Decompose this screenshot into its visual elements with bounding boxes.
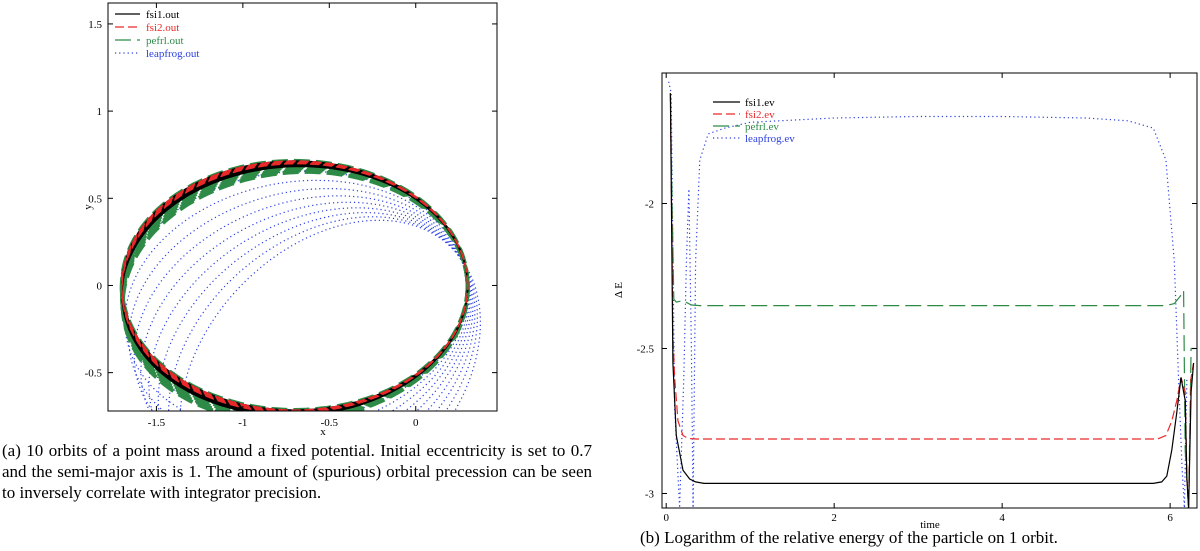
orbit-leapfrog-3: [128, 188, 470, 411]
chart-b-legend-label: fsi1.ev: [745, 97, 775, 109]
orbit-pefrl-9: [120, 169, 470, 411]
series-fsi2-ev: [669, 93, 1195, 508]
chart-b-ytick-label: -3: [645, 489, 655, 501]
chart-b-ylabel: Δ E: [613, 282, 625, 298]
chart-b: 0 2 4 6 -3 -2.5 -2 time Δ E fsi1.evfsi2.evpefr…: [613, 72, 1198, 531]
chart-b-frame: [661, 72, 1198, 509]
orbit-leapfrog-9: [179, 219, 481, 411]
chart-a-ytick-label: 0: [97, 280, 103, 292]
chart-a-xtick-label: -1.5: [148, 417, 166, 429]
chart-a-ytick-label: 1: [97, 106, 103, 118]
orbit-leapfrog-8: [168, 216, 478, 411]
chart-a-axes: -1.5 -1 -0.5 0 -0.5 0 0.5 1 1.5: [85, 3, 497, 429]
orbit-leapfrog-6: [148, 207, 474, 411]
chart-b-series: [668, 81, 1196, 508]
chart-a-legend-label: fsi2.out: [146, 22, 179, 34]
series-pefrl-ev: [669, 93, 1196, 508]
chart-a-legend-label: fsi1.out: [146, 9, 179, 21]
chart-a-legend-label: pefrl.out: [146, 35, 184, 47]
chart-a-ytick-label: 0.5: [88, 193, 102, 205]
orbit-leapfrog-2: [124, 179, 469, 411]
orbit-leapfrog-4: [133, 195, 471, 411]
chart-a-xtick-label: -1: [238, 417, 247, 429]
chart-b-legend-label: leapfrog.ev: [745, 133, 795, 145]
chart-a-xlabel: x: [320, 426, 326, 438]
chart-b-xtick-label: 2: [831, 512, 837, 524]
chart-a-frame: [107, 2, 498, 412]
chart-b-axes: 0 2 4 6 -3 -2.5 -2: [637, 73, 1197, 524]
orbit-leapfrog-7: [157, 211, 476, 411]
chart-b-xtick-label: 0: [663, 512, 669, 524]
chart-a-series: [119, 158, 481, 411]
chart-b-ytick-label: -2.5: [637, 344, 655, 356]
chart-b-ytick-label: -2: [645, 199, 654, 211]
chart-a-ytick-label: 1.5: [88, 19, 102, 31]
chart-b-xtick-label: 6: [1167, 512, 1173, 524]
chart-b-xtick-label: 4: [999, 512, 1005, 524]
orbit-leapfrog-5: [140, 201, 472, 411]
orbit-fsi2-9: [121, 163, 469, 411]
chart-a-xtick-label: 0: [413, 417, 419, 429]
chart-b-legend-label: pefrl.ev: [745, 121, 779, 133]
chart-a-ylabel: y: [82, 204, 94, 210]
caption-b: (b) Logarithm of the relative energy of …: [640, 528, 1058, 547]
chart-a-xtick-label: -0.5: [321, 417, 339, 429]
chart-a-ytick-label: -0.5: [85, 368, 103, 380]
caption-a: (a) 10 orbits of a point mass around a f…: [2, 441, 592, 502]
chart-b-legend-label: fsi2.ev: [745, 109, 775, 121]
series-fsi1-ev: [669, 93, 1195, 508]
series-leapfrog-ev: [668, 81, 1188, 508]
chart-a-legend-label: leapfrog.out: [146, 48, 199, 60]
chart-a: -1.5 -1 -0.5 0 -0.5 0 0.5 1 1.5 x y fsi1.outfsi2…: [82, 2, 498, 438]
chart-b-xlabel: time: [920, 519, 940, 531]
